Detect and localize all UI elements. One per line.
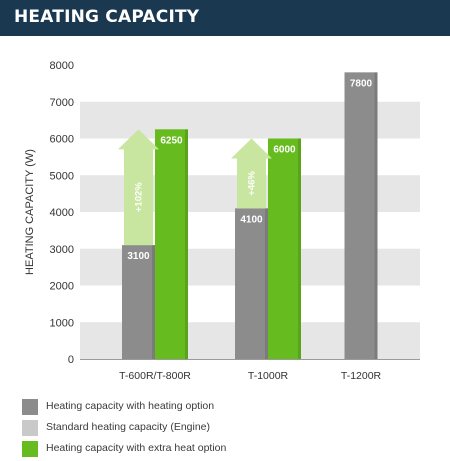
- legend-label: Heating capacity with extra heat option: [46, 442, 227, 454]
- bar-shadow: [265, 208, 268, 359]
- x-tick-label: T-1200R: [341, 370, 382, 382]
- bar-heating-option: [344, 72, 378, 359]
- increase-arrows: [118, 129, 272, 246]
- bar-value-label: 7800: [350, 78, 373, 89]
- legend-swatch: [22, 420, 38, 436]
- y-tick-label: 4000: [50, 207, 74, 219]
- bar-value-label: 6000: [273, 145, 296, 156]
- legend-swatch: [22, 399, 38, 415]
- increase-arrow: [231, 138, 272, 209]
- page-title: HEATING CAPACITY: [14, 7, 200, 27]
- x-tick-label: T-1000R: [248, 370, 289, 382]
- y-tick-label: 8000: [50, 60, 74, 72]
- increase-annotation: +102%: [134, 182, 145, 212]
- bar-heating-option: [235, 208, 268, 359]
- y-tick-label: 0: [68, 354, 74, 366]
- y-tick-label: 3000: [50, 244, 74, 256]
- legend-label: Standard heating capacity (Engine): [46, 421, 211, 433]
- legend-label: Heating capacity with heating option: [46, 400, 215, 412]
- x-tick-label: T-600R/T-800R: [119, 370, 191, 382]
- bar-shadow: [298, 138, 301, 359]
- legend-swatch: [22, 441, 38, 457]
- bar-heating-option: [122, 245, 155, 359]
- y-axis-title: HEATING CAPACITY (W): [24, 149, 36, 275]
- bar-shadow: [152, 245, 155, 359]
- bar-shadow: [374, 72, 378, 359]
- bar-value-label: 6250: [160, 135, 183, 146]
- bar-value-labels: 3100 6250 +102% 4100 6000 +46% 7800: [127, 78, 372, 262]
- bar-extra-heat: [155, 129, 188, 359]
- increase-arrow: [118, 129, 159, 246]
- y-tick-label: 6000: [50, 134, 74, 146]
- y-tick-label: 2000: [50, 281, 74, 293]
- y-tick-label: 5000: [50, 170, 74, 182]
- increase-annotation: +46%: [247, 171, 258, 196]
- bar-shadow: [185, 129, 188, 359]
- header-bar: HEATING CAPACITY: [0, 0, 450, 36]
- y-axis-ticks: 0 1000 2000 3000 4000 5000 6000 7000 8000: [50, 60, 74, 366]
- bar-value-label: 4100: [240, 214, 263, 225]
- bar-extra-heat: [268, 138, 301, 359]
- x-axis-ticks: T-600R/T-800R T-1000R T-1200R: [119, 370, 381, 382]
- y-tick-label: 1000: [50, 317, 74, 329]
- bar-value-label: 3100: [127, 251, 150, 262]
- bars: [122, 72, 378, 359]
- heating-capacity-chart: 0 1000 2000 3000 4000 5000 6000 7000 8000 3100 62…: [24, 60, 420, 382]
- y-tick-label: 7000: [50, 97, 74, 109]
